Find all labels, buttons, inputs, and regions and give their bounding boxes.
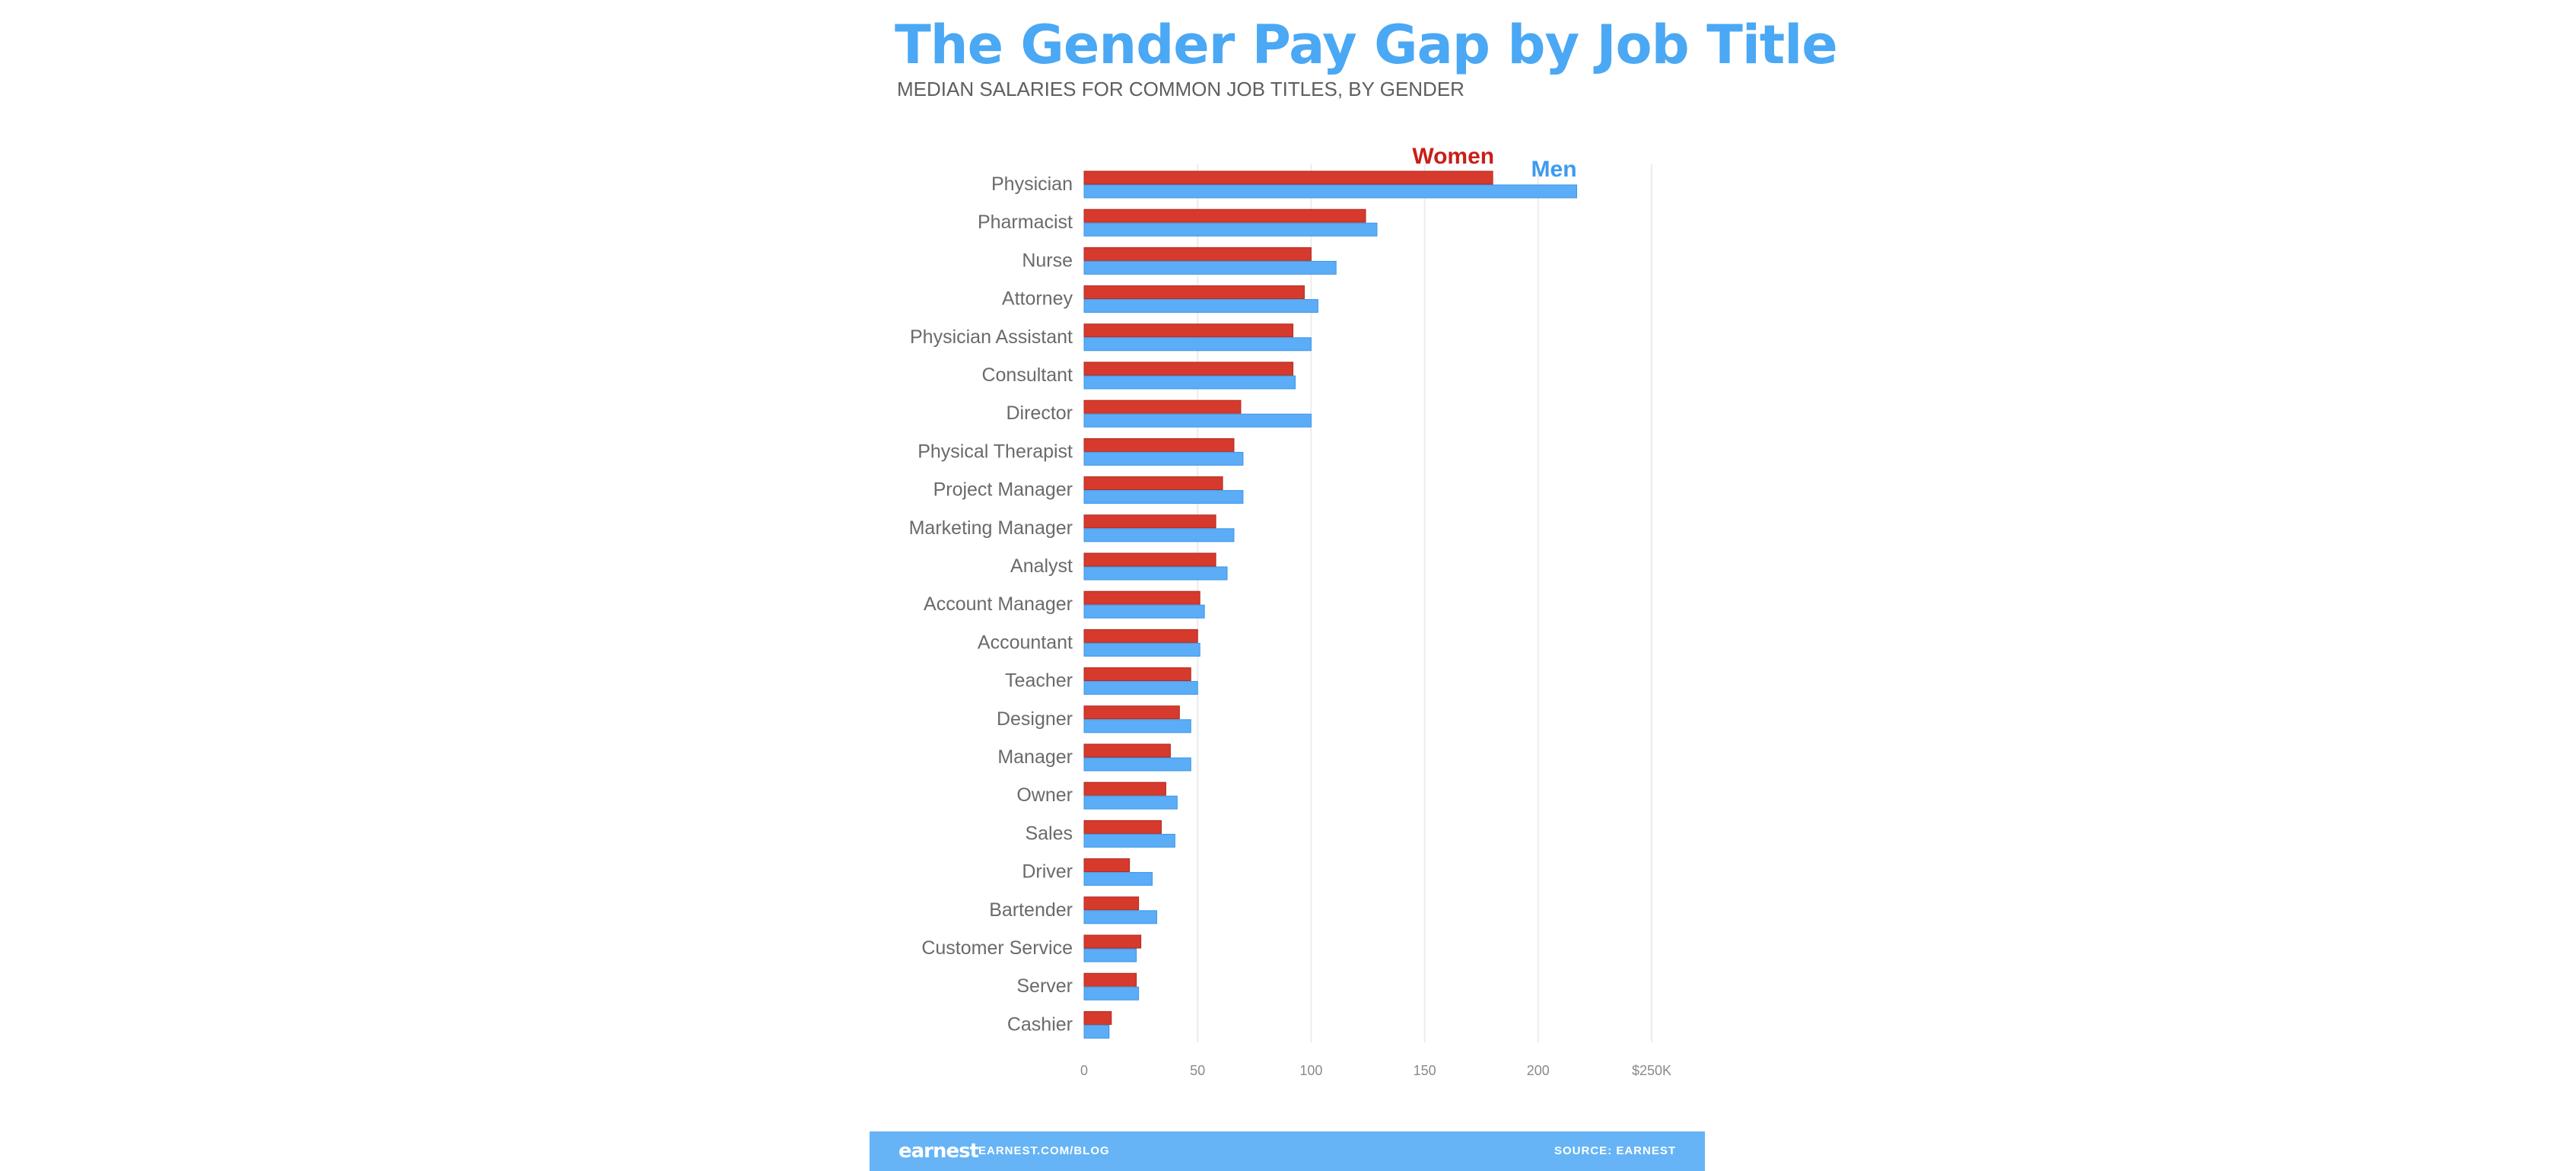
bar-men (1083, 375, 1296, 390)
bar-men (1083, 184, 1578, 199)
category-label: Accountant (978, 632, 1073, 653)
category-label: Driver (1022, 861, 1073, 883)
bar-women (1083, 934, 1142, 949)
category-label: Physical Therapist (918, 441, 1073, 462)
bar-men (1083, 222, 1378, 237)
legend-men: Men (1531, 157, 1577, 182)
x-tick-label: 100 (1299, 1063, 1322, 1078)
bar-men (1083, 528, 1235, 543)
footer-url[interactable]: EARNEST.COM/BLOG (978, 1144, 1110, 1157)
bar-men (1083, 833, 1175, 848)
bar-women (1083, 819, 1162, 834)
bar-women (1083, 361, 1294, 376)
bar-men (1083, 413, 1312, 428)
legend-women: Women (1412, 144, 1494, 169)
bar-men (1083, 872, 1153, 886)
category-label: Physician Assistant (910, 326, 1073, 348)
x-axis-ticks: 0 50 100 150 200 $250K (1080, 1063, 1671, 1078)
legend: Women Men (1412, 144, 1576, 182)
bar-women (1083, 896, 1140, 911)
chart-title: The Gender Pay Gap by Job Title (895, 14, 1838, 76)
bar-women (1083, 514, 1216, 529)
bar-men (1083, 566, 1228, 581)
category-labels: Physician Pharmacist Nurse Attorney Physicia… (909, 173, 1073, 1035)
bar-women (1083, 476, 1223, 491)
bar-men (1083, 681, 1198, 695)
bar-men (1083, 299, 1318, 313)
category-label: Director (1006, 403, 1073, 424)
bar-men (1083, 757, 1191, 772)
bar-women (1083, 1010, 1112, 1025)
x-tick-label: 50 (1190, 1063, 1205, 1078)
bar-men (1083, 986, 1140, 1001)
category-label: Sales (1025, 823, 1073, 844)
category-label: Teacher (1005, 670, 1073, 692)
category-label: Analyst (1010, 555, 1073, 577)
earnest-logo: earnest (898, 1140, 979, 1163)
category-label: Manager (997, 746, 1073, 768)
x-tick-label: $250K (1632, 1063, 1671, 1078)
category-label: Attorney (1002, 288, 1073, 310)
category-label: Owner (1016, 784, 1073, 806)
bar-women (1083, 667, 1191, 682)
bar-women (1083, 628, 1198, 643)
bar-men (1083, 795, 1178, 810)
category-label: Consultant (981, 364, 1073, 386)
chart-subtitle: MEDIAN SALARIES FOR COMMON JOB TITLES, B… (897, 78, 1465, 100)
category-label: Nurse (1022, 250, 1073, 271)
bar-women (1083, 743, 1171, 758)
category-label: Marketing Manager (909, 517, 1073, 539)
bar-women (1083, 438, 1235, 452)
category-label: Project Manager (933, 479, 1073, 501)
footer-source: SOURCE: EARNEST (1554, 1144, 1676, 1157)
x-tick-label: 150 (1414, 1063, 1436, 1078)
x-tick-label: 0 (1080, 1063, 1088, 1078)
category-label: Physician (991, 173, 1073, 195)
category-label: Account Manager (924, 593, 1073, 615)
footer-bar: earnest EARNEST.COM/BLOG SOURCE: EARNEST (870, 1131, 1705, 1171)
bars (1083, 170, 1578, 1039)
bar-women (1083, 323, 1294, 338)
bar-women (1083, 285, 1305, 300)
category-label: Cashier (1007, 1013, 1073, 1035)
bar-women (1083, 552, 1216, 567)
bar-women (1083, 208, 1366, 223)
bar-women (1083, 399, 1242, 414)
bar-women (1083, 781, 1166, 796)
x-tick-label: 200 (1527, 1063, 1550, 1078)
bar-men (1083, 948, 1137, 963)
bar-women (1083, 590, 1201, 605)
bar-men (1083, 1024, 1110, 1039)
bar-men (1083, 451, 1244, 466)
bar-women (1083, 972, 1137, 987)
bar-women (1083, 247, 1312, 261)
bar-women (1083, 858, 1131, 873)
bar-men (1083, 910, 1157, 924)
bar-men (1083, 260, 1337, 275)
bar-men (1083, 642, 1201, 657)
bar-women (1083, 705, 1180, 720)
bar-men (1083, 337, 1312, 352)
bar-men (1083, 490, 1244, 504)
bar-women (1083, 170, 1493, 185)
bar-men (1083, 719, 1191, 733)
bar-men (1083, 604, 1205, 619)
category-label: Customer Service (921, 937, 1073, 959)
category-label: Pharmacist (978, 212, 1073, 233)
category-label: Bartender (989, 899, 1073, 921)
category-label: Designer (997, 708, 1073, 730)
category-label: Server (1016, 975, 1073, 997)
